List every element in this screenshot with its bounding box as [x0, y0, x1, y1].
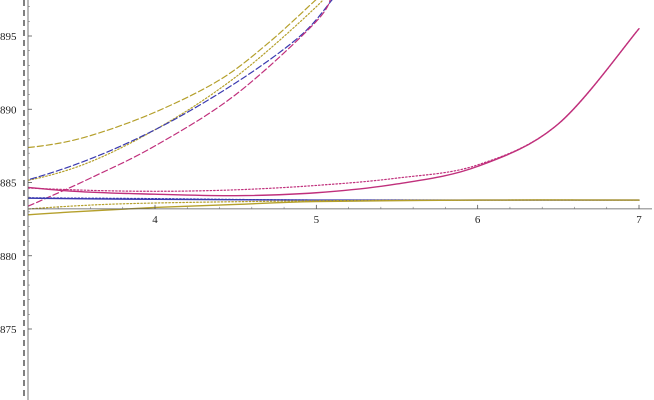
y-tick-label-2: 885 [0, 178, 17, 190]
x-tick-label-0: 4 [152, 214, 158, 226]
series-line-0 [28, 0, 317, 149]
series-line-2 [28, 0, 333, 181]
x-tick-label-3: 7 [636, 214, 642, 226]
series-line-9 [28, 199, 640, 210]
series-line-3 [28, 0, 331, 207]
series-layer [28, 0, 640, 216]
series-line-1 [28, 0, 324, 181]
series-line-5 [28, 28, 640, 192]
x-tick-label-1: 5 [314, 214, 320, 226]
x-tick-label-2: 6 [475, 214, 481, 226]
y-tick-label-4: 895 [0, 31, 17, 43]
y-tick-label-1: 880 [0, 251, 17, 263]
series-line-4 [28, 27, 640, 197]
y-tick-label-0: 875 [0, 324, 17, 336]
series-line-8 [28, 199, 640, 216]
y-tick-label-3: 890 [0, 104, 17, 116]
